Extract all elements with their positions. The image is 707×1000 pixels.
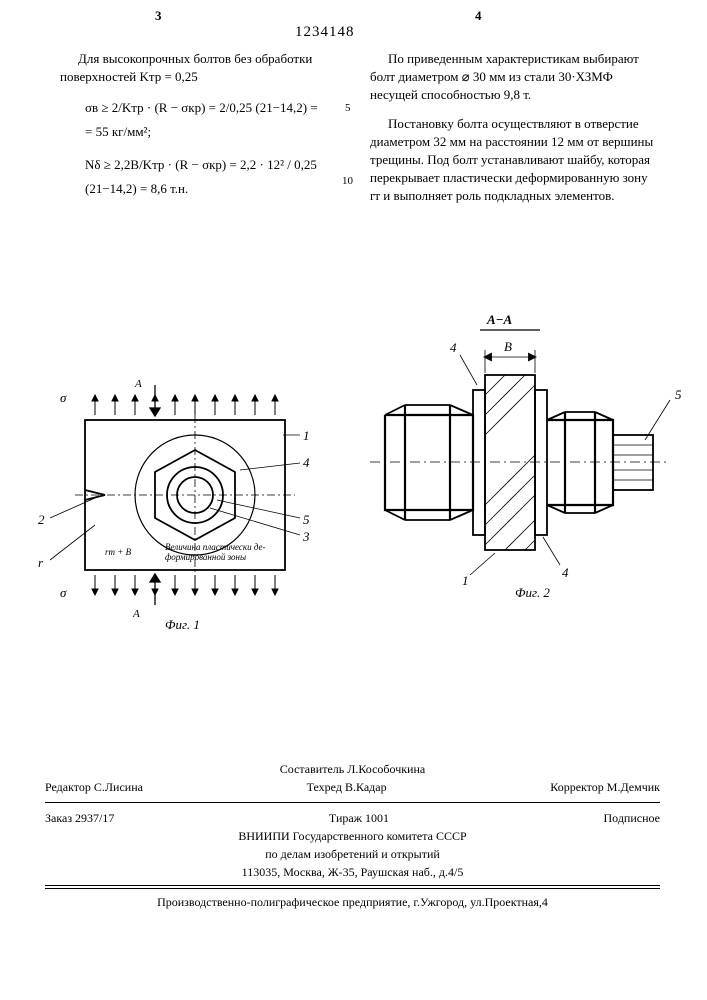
footer-sign: Подписное: [604, 809, 661, 827]
formula-1: σв ≥ 2/Kтр · (R − σкр) = 2/0,25 (21−14,2…: [85, 96, 320, 143]
footer-rule-2: [45, 885, 660, 886]
fig1-sigma-top: σ: [60, 390, 66, 406]
fig1-label-2: 2: [38, 512, 45, 528]
fig2-label-4a: 4: [450, 340, 457, 356]
fig2-B-label: B: [504, 339, 512, 355]
line-marker-10: 10: [342, 175, 353, 187]
figure-2-svg: [355, 315, 685, 595]
fig1-A-top: A: [135, 378, 142, 390]
footer-rule-3: [45, 888, 660, 889]
fig2-label-5: 5: [675, 387, 682, 403]
fig1-A-bot: A: [133, 608, 140, 620]
footer-org2: по делам изобретений и открытий: [45, 845, 660, 863]
footer-tech: Техред В.Кадар: [307, 778, 387, 796]
footer-tirage: Тираж 1001: [329, 809, 389, 827]
formula-2-line-2: (21−14,2) = 8,6 т.н.: [85, 177, 320, 200]
fig1-rb: rт + B: [105, 547, 160, 557]
footer-rule-1: [45, 802, 660, 803]
footer: Составитель Л.Кособочкина Редактор С.Лис…: [45, 760, 660, 911]
fig2-label-1: 1: [462, 573, 469, 589]
fig2-section-label: A−A: [487, 312, 512, 328]
right-paragraph-1: По приведенным характеристикам выбирают …: [370, 50, 660, 105]
patent-number: 1234148: [295, 24, 355, 41]
fig1-note: Величина пластически де­формированной зо…: [165, 543, 285, 563]
line-marker-5: 5: [345, 102, 351, 114]
figures-area: σ σ 1 4 5 3 2 r A A rт + B Величина плас…: [25, 315, 680, 650]
right-column: По приведенным характеристикам выбирают …: [370, 50, 660, 206]
formula-2-line-1: Nδ ≥ 2,2B/Kтр · (R − σкр) = 2,2 · 12² / …: [85, 153, 320, 176]
footer-order: Заказ 2937/17: [45, 809, 114, 827]
right-paragraph-2: Постановку болта осуществляют в отверсти…: [370, 115, 660, 206]
footer-editor: Редактор С.Лисина: [45, 778, 143, 796]
fig1-sigma-bot: σ: [60, 585, 66, 601]
formula-2: Nδ ≥ 2,2B/Kтр · (R − σкр) = 2,2 · 12² / …: [85, 153, 320, 200]
footer-corrector: Корректор М.Демчик: [550, 778, 660, 796]
footer-addr: 113035, Москва, Ж-35, Раушская наб., д.4…: [45, 863, 660, 881]
footer-org1: ВНИИПИ Государственного комитета СССР: [45, 827, 660, 845]
page-number-left: 3: [155, 8, 162, 24]
left-column: Для высокопрочных болтов без об­работки …: [60, 50, 320, 210]
fig1-label-4: 4: [303, 455, 310, 471]
formula-1-line-2: = 55 кг/мм²;: [85, 120, 320, 143]
page-number-right: 4: [475, 8, 482, 24]
footer-compiler: Составитель Л.Кособочкина: [45, 760, 660, 778]
fig1-label-1: 1: [303, 428, 310, 444]
fig1-label-3: 3: [303, 529, 310, 545]
footer-printer: Производственно-полиграфическое предприя…: [45, 893, 660, 911]
fig1-label-5: 5: [303, 512, 310, 528]
fig1-label-r: r: [38, 555, 43, 571]
left-paragraph-1: Для высокопрочных болтов без об­работки …: [60, 50, 320, 86]
fig2-label-4b: 4: [562, 565, 569, 581]
fig1-caption: Фиг. 1: [165, 617, 200, 633]
figure-1-svg: [25, 360, 315, 640]
formula-1-line-1: σв ≥ 2/Kтр · (R − σкр) = 2/0,25 (21−14,2…: [85, 96, 320, 119]
fig2-caption: Фиг. 2: [515, 585, 550, 601]
